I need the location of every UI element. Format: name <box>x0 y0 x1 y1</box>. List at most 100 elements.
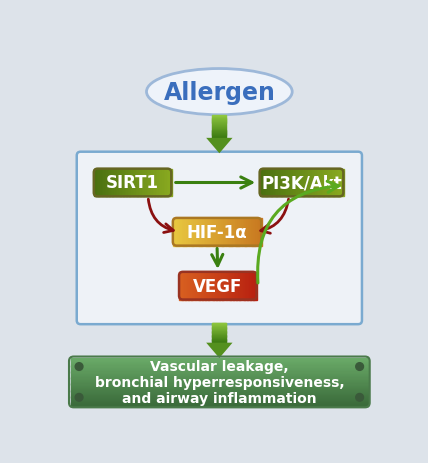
Bar <box>204 272 206 300</box>
Bar <box>325 169 327 197</box>
Bar <box>163 169 166 197</box>
Bar <box>342 169 344 197</box>
Bar <box>212 336 226 337</box>
Bar <box>116 169 117 197</box>
Bar <box>122 169 124 197</box>
FancyBboxPatch shape <box>77 152 362 325</box>
Bar <box>212 219 214 246</box>
Bar <box>125 169 127 197</box>
Bar <box>71 387 368 388</box>
Bar <box>108 169 110 197</box>
Bar <box>243 272 244 300</box>
Bar <box>312 169 314 197</box>
Bar <box>129 169 131 197</box>
Bar <box>71 362 368 363</box>
Bar <box>297 169 299 197</box>
Bar <box>291 169 294 197</box>
Bar <box>212 331 226 332</box>
Bar <box>238 272 240 300</box>
Bar <box>212 135 226 136</box>
Text: VEGF: VEGF <box>193 277 243 295</box>
Bar <box>181 219 184 246</box>
Bar <box>199 272 201 300</box>
Bar <box>151 169 153 197</box>
Bar <box>212 339 226 340</box>
Bar <box>337 169 339 197</box>
Bar <box>71 380 368 382</box>
Bar <box>190 219 193 246</box>
Bar <box>71 376 368 378</box>
Bar <box>212 340 226 341</box>
Bar <box>280 169 282 197</box>
Bar <box>71 365 368 367</box>
Bar <box>265 169 267 197</box>
Bar <box>327 169 329 197</box>
Bar <box>207 272 209 300</box>
Bar <box>71 377 368 379</box>
Bar <box>332 169 334 197</box>
Bar <box>126 169 128 197</box>
Bar <box>71 371 368 373</box>
Bar <box>71 358 368 360</box>
Bar <box>295 169 297 197</box>
Bar <box>71 375 368 376</box>
Bar <box>308 169 310 197</box>
Bar <box>249 272 251 300</box>
Bar <box>212 126 226 128</box>
Text: Allergen: Allergen <box>163 81 275 105</box>
Polygon shape <box>206 138 232 154</box>
Bar <box>212 130 226 131</box>
Bar <box>260 169 262 197</box>
Bar <box>71 374 368 375</box>
Bar <box>231 219 233 246</box>
Bar <box>71 398 368 399</box>
Bar <box>114 169 116 197</box>
Bar <box>241 272 243 300</box>
Bar <box>170 169 172 197</box>
Bar <box>71 395 368 397</box>
Bar <box>317 169 318 197</box>
Bar <box>212 324 226 325</box>
Bar <box>229 219 232 246</box>
Bar <box>212 119 226 120</box>
Bar <box>100 169 102 197</box>
Bar <box>221 272 223 300</box>
Bar <box>215 272 217 300</box>
Bar <box>258 219 260 246</box>
Bar <box>194 219 196 246</box>
Bar <box>212 116 226 118</box>
Bar <box>328 169 330 197</box>
Bar <box>212 115 226 117</box>
Bar <box>97 169 99 197</box>
Bar <box>95 169 97 197</box>
Bar <box>175 219 177 246</box>
Bar <box>321 169 324 197</box>
Bar <box>212 334 226 335</box>
Bar <box>253 272 256 300</box>
Bar <box>219 219 221 246</box>
Bar <box>212 338 226 339</box>
Bar <box>71 364 368 366</box>
Bar <box>71 370 368 372</box>
Bar <box>166 169 169 197</box>
Bar <box>202 272 204 300</box>
Bar <box>71 400 368 401</box>
Bar <box>320 169 322 197</box>
Bar <box>109 169 111 197</box>
Bar <box>220 219 223 246</box>
Bar <box>286 169 288 197</box>
Bar <box>236 272 238 300</box>
Bar <box>71 368 368 369</box>
Circle shape <box>75 394 83 401</box>
Bar <box>259 219 262 246</box>
Bar <box>212 323 226 324</box>
Bar <box>205 219 207 246</box>
Bar <box>242 219 244 246</box>
Bar <box>235 272 237 300</box>
Bar <box>212 129 226 131</box>
Bar <box>136 169 137 197</box>
Bar <box>303 169 305 197</box>
Bar <box>230 272 232 300</box>
Bar <box>290 169 292 197</box>
Bar <box>212 120 226 121</box>
